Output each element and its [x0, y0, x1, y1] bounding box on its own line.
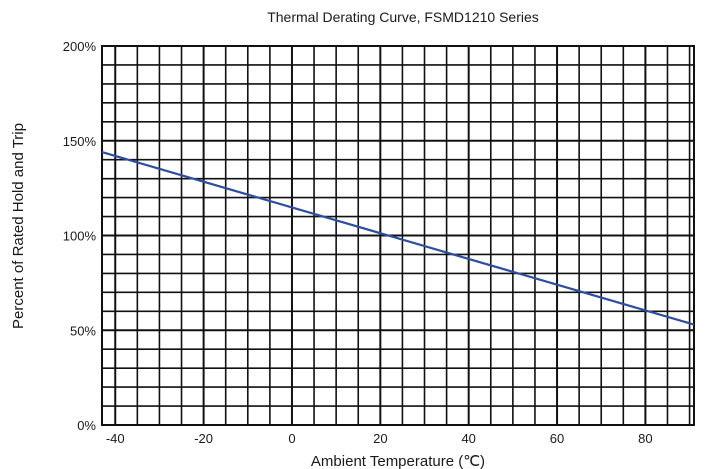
- x-tick-label: 60: [550, 431, 564, 446]
- derating-line: [101, 151, 695, 326]
- x-tick-label: -20: [194, 431, 213, 446]
- y-tick-label: 50%: [70, 323, 96, 338]
- y-axis-label: Percent of Rated Hold and Trip: [10, 123, 27, 329]
- plot-grid: [101, 45, 695, 426]
- y-tick-labels: 0% 50% 100% 150% 200%: [63, 39, 97, 433]
- y-tick-label: 0%: [77, 418, 96, 433]
- x-tick-label: 40: [461, 431, 475, 446]
- y-tick-label: 150%: [63, 134, 97, 149]
- x-tick-label: 0: [288, 431, 295, 446]
- x-tick-label: 20: [373, 431, 387, 446]
- chart-title: Thermal Derating Curve, FSMD1210 Series: [267, 9, 539, 25]
- plot-frame: [101, 45, 695, 426]
- y-tick-label: 100%: [63, 229, 97, 244]
- y-tick-label: 200%: [63, 39, 97, 54]
- x-tick-label: -40: [106, 431, 125, 446]
- x-tick-labels: -40 -20 0 20 40 60 80: [106, 431, 653, 446]
- series-group: [101, 151, 695, 326]
- x-tick-label: 80: [638, 431, 652, 446]
- x-axis-label: Ambient Temperature (℃): [311, 453, 485, 469]
